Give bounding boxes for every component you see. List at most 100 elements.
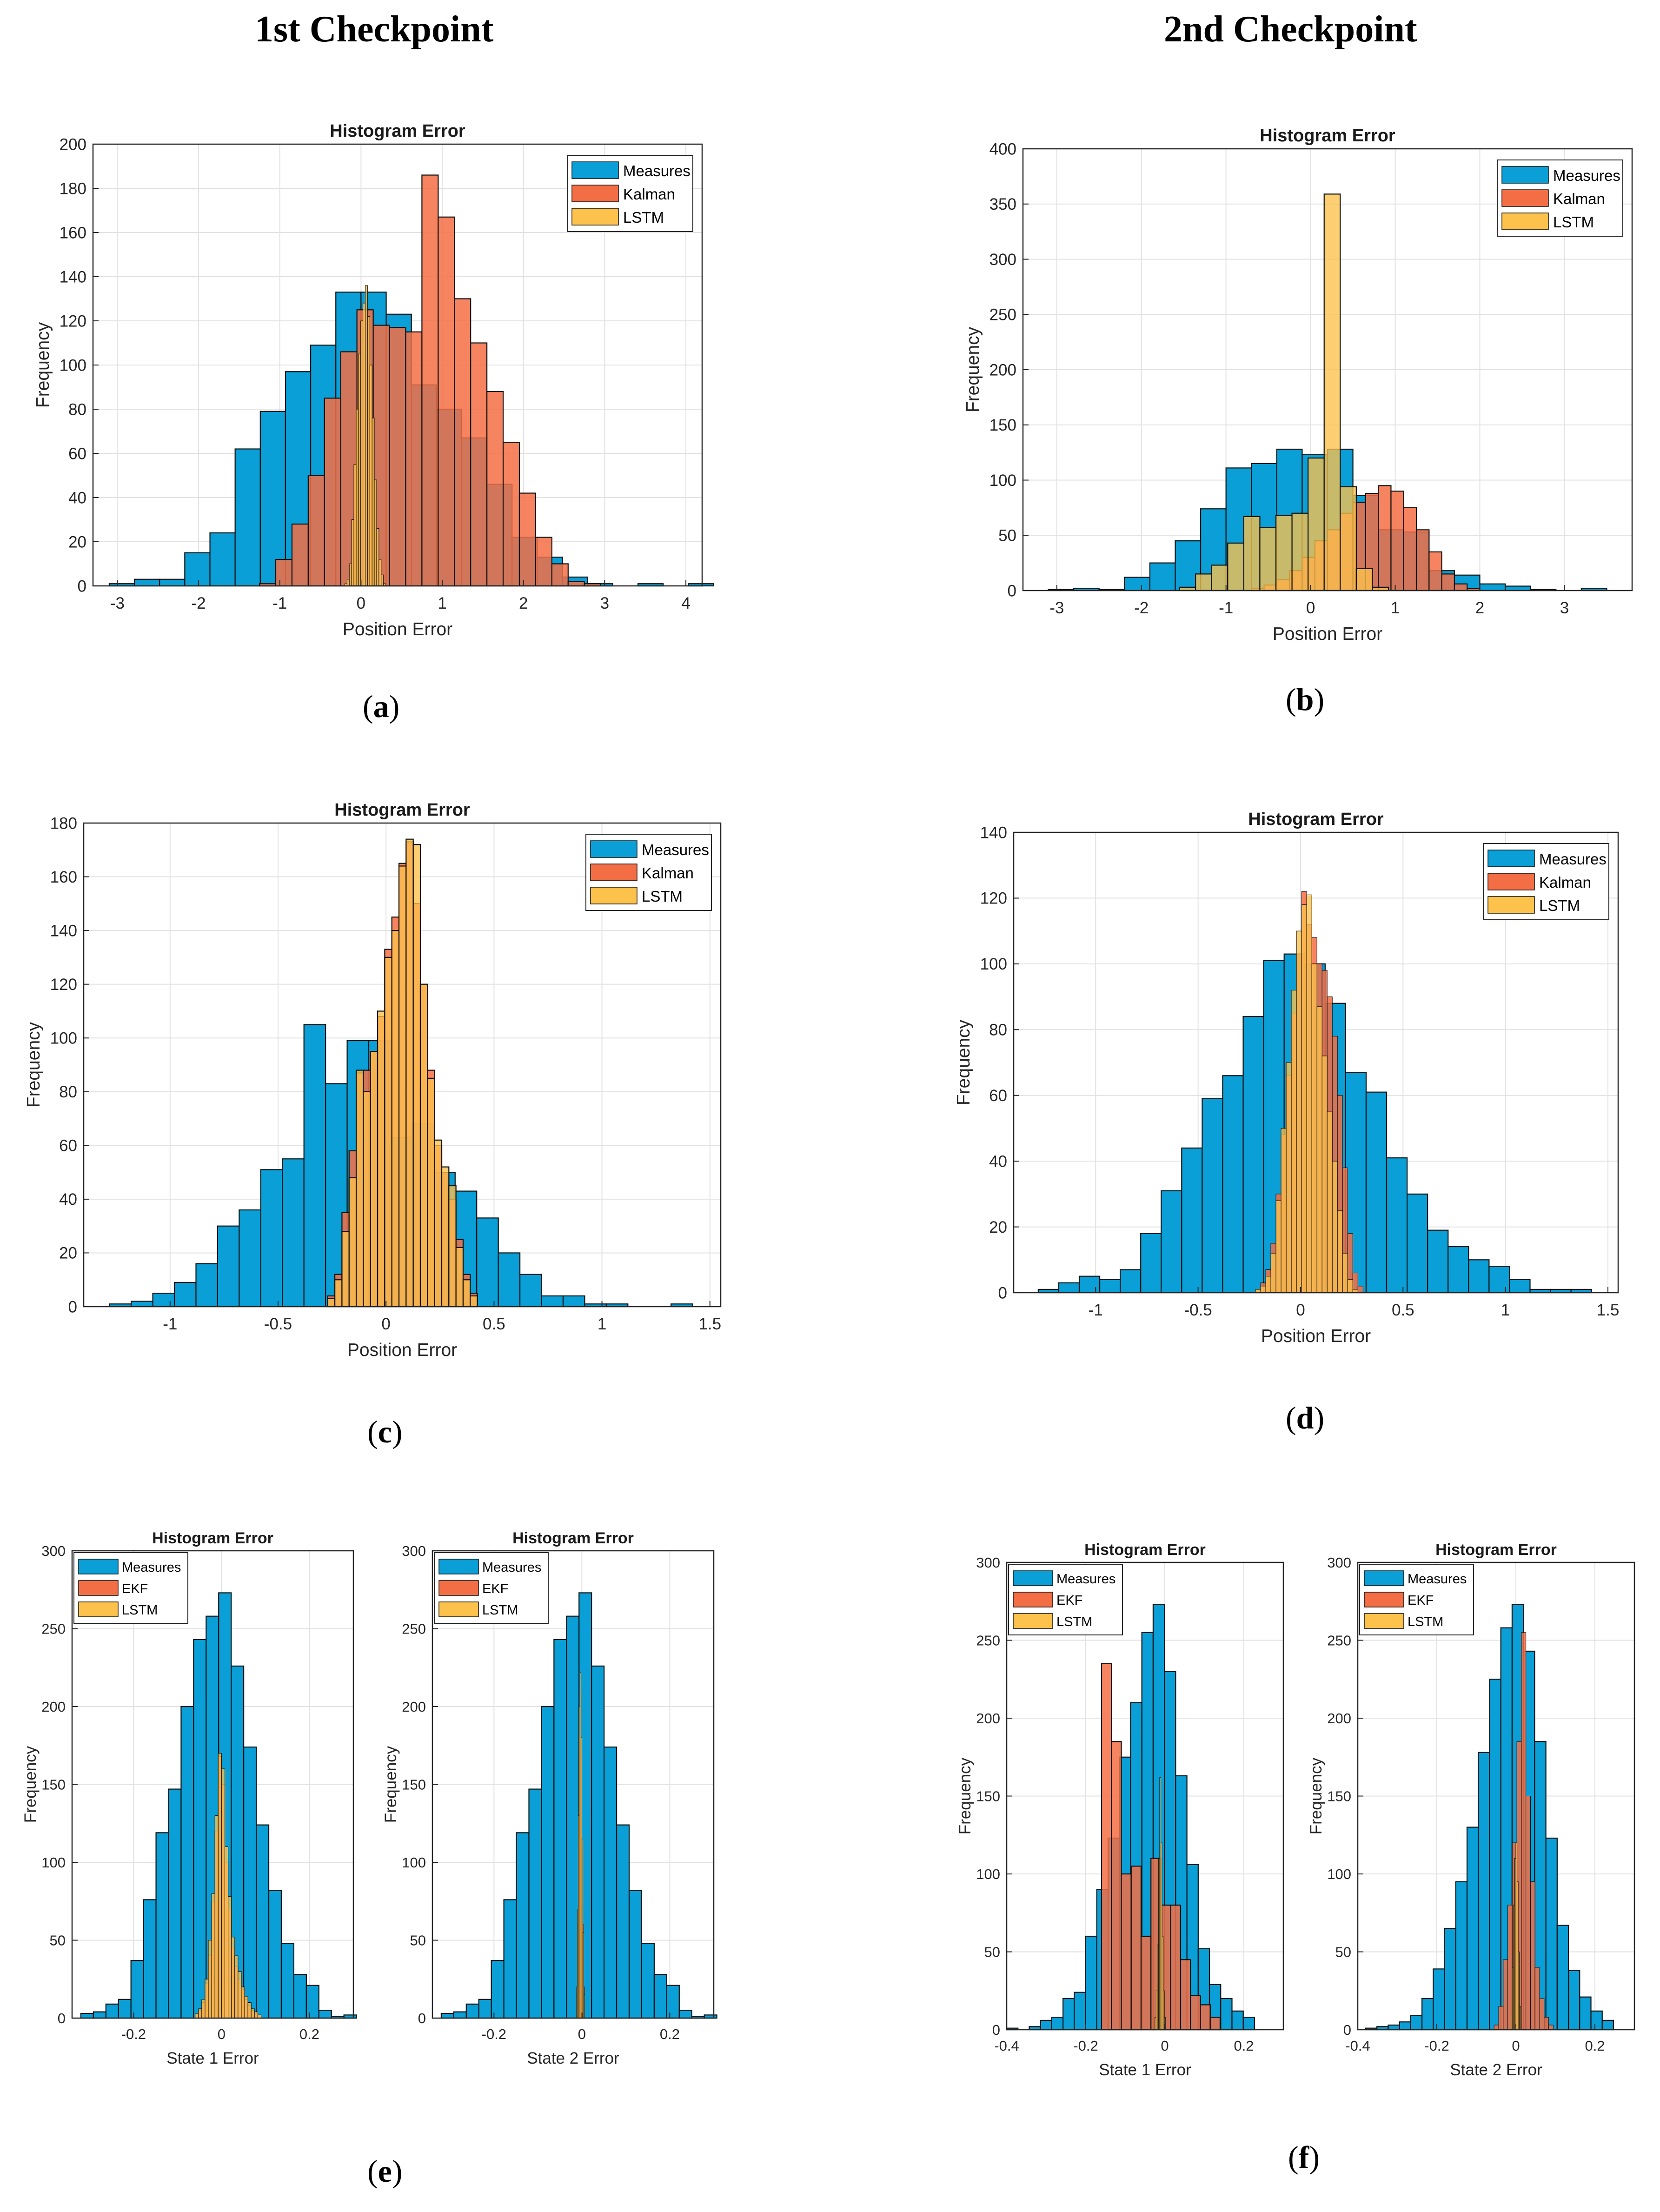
bar-ekf (1534, 1967, 1540, 2030)
bar-kalman (307, 475, 325, 587)
bar-lstm (1332, 1161, 1338, 1293)
y-tick-label: 100 (41, 1854, 66, 1871)
bar-ekf (1544, 2017, 1549, 2030)
bar-measures (566, 1615, 580, 2019)
legend-label-lstm: LSTM (1408, 1614, 1443, 1629)
y-tick-label: 100 (976, 1866, 1000, 1882)
x-tick-label: 0.2 (1585, 2038, 1605, 2054)
x-tick-label: 1 (598, 1315, 606, 1333)
bar-measures (1051, 2017, 1064, 2031)
bar-measures (168, 1788, 182, 2019)
x-tick-label: 0 (1512, 2038, 1520, 2054)
y-tick-label: 300 (1327, 1554, 1351, 1571)
bar-measures (1231, 2010, 1244, 2031)
x-tick-label: 0.2 (1234, 2038, 1254, 2054)
bar-measures (105, 2003, 119, 2019)
bar-measures (118, 1999, 132, 2019)
bar-lstm (360, 320, 364, 586)
legend-label-ekf: EKF (1408, 1593, 1434, 1608)
bar-lstm (224, 1847, 229, 2019)
bar-kalman (1390, 491, 1404, 591)
bar-measures (80, 2013, 94, 2019)
bar-lstm (1301, 904, 1307, 1293)
legend-label-ekf: EKF (482, 1581, 508, 1596)
bar-lstm (441, 1166, 450, 1308)
bar-measures (1466, 1827, 1479, 2031)
bar-lstm (195, 2013, 199, 2019)
y-tick-label: 0 (998, 1284, 1007, 1302)
x-tick-label: 0 (1296, 1301, 1305, 1319)
y-tick-label: 100 (980, 955, 1007, 973)
y-tick-label: 50 (1335, 1944, 1351, 1960)
bar-kalman (1357, 1286, 1363, 1293)
x-tick-label: 0 (1306, 599, 1315, 617)
bar-lstm (241, 1986, 245, 2019)
y-tick-label: 80 (68, 400, 86, 418)
bar-lstm (1337, 1210, 1343, 1293)
x-tick-label: 4 (681, 594, 690, 612)
y-tick-label: 40 (68, 489, 86, 507)
bar-kalman (535, 537, 552, 587)
bar-measures (1099, 1279, 1121, 1294)
bar-lstm (341, 1231, 350, 1308)
x-tick-label: 3 (600, 594, 609, 612)
bar-ekf (1526, 1796, 1531, 2030)
legend-swatch-lstm (571, 208, 619, 226)
bar-measures (217, 1225, 240, 1308)
x-tick-label: 0.2 (299, 2026, 319, 2042)
legend-swatch-lstm (78, 1601, 119, 1617)
bar-lstm (1347, 1279, 1353, 1293)
bar-lstm (214, 1815, 219, 2019)
chart-title: Histogram Error (1260, 126, 1395, 146)
chart-title: Histogram Error (512, 1529, 634, 1547)
y-tick-label: 50 (984, 1944, 1000, 1960)
y-tick-label: 0 (58, 2010, 66, 2026)
bar-lstm (462, 1279, 471, 1308)
bar-lstm (365, 285, 368, 586)
bar-lstm (1355, 568, 1373, 591)
legend: Measures Kalman LSTM (1497, 159, 1623, 237)
y-axis-label: Frequency (382, 1746, 400, 1823)
x-tick-label: 0 (381, 1315, 390, 1333)
bar-lstm (1211, 565, 1228, 591)
bar-measures (453, 2011, 467, 2019)
legend-label-lstm: LSTM (1056, 1614, 1092, 1629)
bar-kalman (324, 398, 341, 587)
bar-lstm (381, 574, 384, 586)
y-tick-label: 140 (60, 268, 86, 286)
bar-ekf (1209, 2017, 1221, 2031)
y-tick-label: 200 (41, 1699, 66, 1715)
y-tick-label: 300 (41, 1543, 66, 1559)
bar-measures (1579, 1996, 1592, 2031)
bar-measures (678, 2010, 692, 2019)
x-tick-label: 0 (357, 594, 365, 612)
bar-lstm (1227, 542, 1244, 591)
bar-lstm (218, 1753, 222, 2019)
y-tick-label: 200 (1327, 1710, 1351, 1727)
panel-label-c: (c) (367, 1414, 403, 1449)
bar-kalman (518, 492, 537, 587)
histogram-chart-e2: 0 50 100 150 200 250 300 -0.2 0 0.2 Histogram Erro… (382, 1529, 717, 2067)
bar-measures (1534, 1741, 1547, 2031)
histogram-chart-c: 0 20 40 60 80 100 120 140 160 180 -1 -0.5 0 0.5 1 1.5 Hi… (24, 800, 722, 1360)
bar-lstm (211, 1893, 215, 2019)
bar-ekf (1494, 2025, 1499, 2030)
bar-lstm (1291, 990, 1297, 1293)
y-tick-label: 100 (60, 356, 86, 374)
x-tick-label: 0 (1161, 2038, 1169, 2054)
y-tick-label: 250 (41, 1621, 66, 1637)
bar-measures (1058, 1282, 1080, 1294)
bar-kalman (275, 558, 293, 587)
bar-lstm (1259, 527, 1277, 591)
x-tick-label: -0.4 (994, 2038, 1019, 2054)
legend-swatch-kalman (1487, 873, 1535, 890)
bar-measures (1120, 1269, 1142, 1294)
axes-box (1013, 831, 1619, 1294)
legend-swatch-measures (78, 1559, 119, 1574)
bar-ekf (1503, 1959, 1508, 2030)
legend-label-measures: Measures (482, 1560, 541, 1575)
bar-measures (1488, 1266, 1510, 1294)
bar-measures (1242, 2017, 1255, 2031)
bar-measures (591, 1665, 605, 2019)
x-tick-label: 1 (1391, 599, 1400, 617)
